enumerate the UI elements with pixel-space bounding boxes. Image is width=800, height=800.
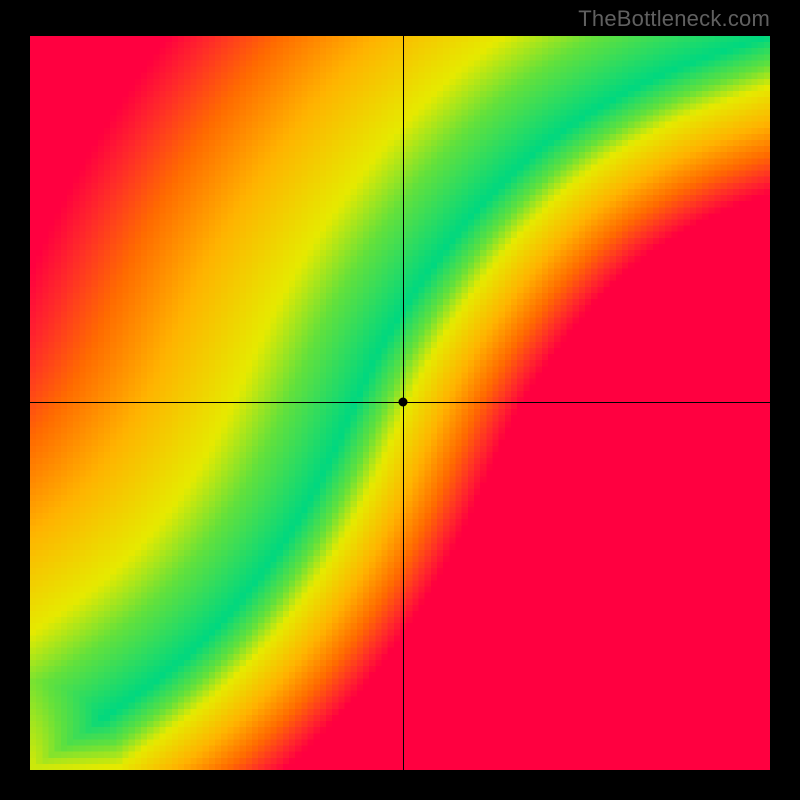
chart-container: TheBottleneck.com (0, 0, 800, 800)
watermark-text: TheBottleneck.com (578, 6, 770, 32)
heatmap-canvas (30, 36, 770, 770)
heatmap-plot (30, 36, 770, 770)
